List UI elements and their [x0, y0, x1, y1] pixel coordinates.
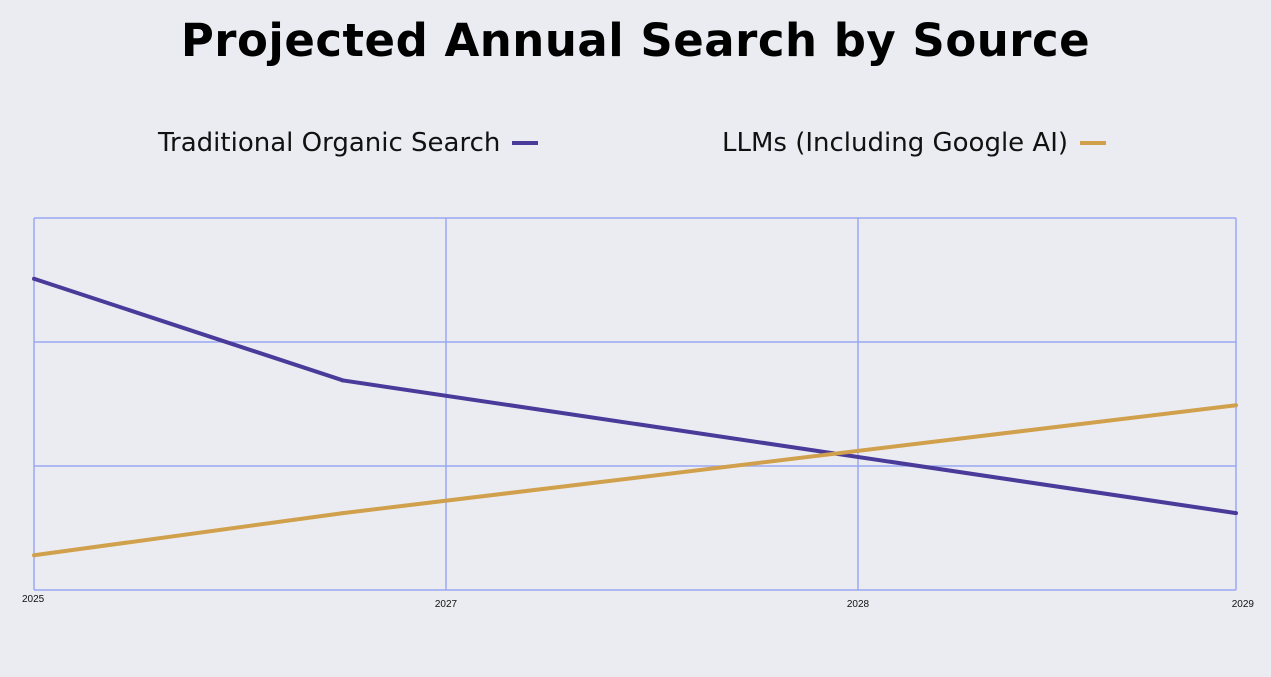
chart-title: Projected Annual Search by Source	[180, 14, 1091, 67]
data-point	[341, 511, 345, 516]
legend-item-llms: LLMs (Including Google AI)	[722, 128, 1107, 158]
legend-swatch	[1080, 141, 1107, 145]
data-point	[32, 553, 36, 558]
data-point	[1234, 403, 1238, 408]
series-line-llms	[33, 403, 1237, 558]
x-tick-label: 2028	[847, 599, 870, 610]
legend-swatch	[512, 141, 539, 145]
x-tick-label: 2025	[22, 594, 45, 605]
x-tick-label: 2027	[435, 599, 458, 610]
data-point	[32, 276, 36, 281]
data-point	[341, 378, 345, 383]
legend-label: Traditional Organic Search	[158, 128, 501, 158]
legend-label: LLMs (Including Google AI)	[722, 128, 1069, 158]
data-point	[1234, 511, 1238, 516]
legend-item-traditional: Traditional Organic Search	[158, 128, 539, 158]
x-tick-label: 2029	[1232, 599, 1255, 610]
